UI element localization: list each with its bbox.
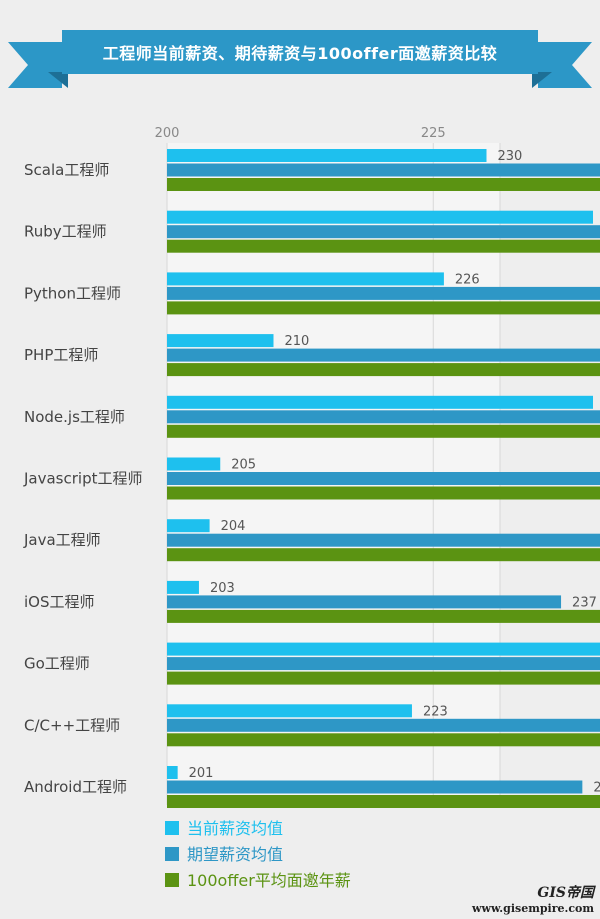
legend-item: 期望薪资均值 (165, 843, 351, 869)
bar (167, 410, 600, 424)
banner-fold-left (48, 72, 68, 88)
bar (167, 671, 600, 685)
bar (167, 348, 600, 362)
bar (167, 704, 412, 718)
bar (167, 766, 178, 779)
category-label: Javascript工程师 (23, 470, 142, 488)
watermark-logo: GIS帝国 (537, 885, 594, 901)
title-banner (8, 30, 592, 88)
legend-label: 当前薪资均值 (187, 819, 284, 838)
data-label: 226 (455, 272, 480, 287)
bar (167, 286, 600, 300)
banner-ribbon-left-tail (8, 42, 62, 88)
bar (167, 457, 221, 471)
bar (167, 272, 444, 286)
category-label: Java工程师 (23, 531, 101, 549)
bar (167, 642, 600, 656)
bar (167, 210, 593, 224)
legend-swatch (165, 846, 179, 861)
category-label: Python工程师 (24, 284, 121, 302)
banner-fold-right (532, 72, 552, 88)
data-label: 237 (572, 595, 597, 610)
bar (167, 657, 600, 671)
data-label: 205 (231, 458, 256, 473)
category-label: C/C++工程师 (24, 716, 120, 734)
legend-swatch (165, 820, 179, 835)
bar (167, 718, 600, 732)
data-label: 239 (593, 781, 600, 796)
x-tick-label: 225 (421, 126, 446, 141)
bar (167, 149, 487, 162)
x-tick-label: 200 (155, 126, 180, 141)
banner-main (62, 30, 538, 74)
bar (167, 334, 274, 348)
bar (167, 795, 600, 808)
x-axis-ticks: 200225250275300 (155, 126, 446, 141)
data-label: 204 (221, 519, 246, 534)
bar (167, 301, 600, 315)
legend-item: 当前薪资均值 (165, 817, 351, 843)
data-label: 230 (498, 149, 523, 164)
legend-item: 100offer平均面邀年薪 (165, 869, 351, 895)
data-label: 210 (285, 334, 310, 349)
data-label: 223 (423, 704, 448, 719)
watermark-url: www.gisempire.com (472, 902, 594, 915)
bar (167, 595, 562, 609)
banner-ribbon-right-tail (538, 42, 592, 88)
category-label: Node.js工程师 (24, 408, 125, 426)
bar (167, 519, 210, 533)
bar (167, 239, 600, 253)
bar-chart: 200225250275300 230290271240283294226275… (23, 126, 600, 808)
data-label: 201 (189, 766, 214, 781)
bar (167, 424, 600, 438)
bar (167, 363, 600, 377)
bar (167, 609, 600, 623)
bar (167, 395, 593, 409)
bar (167, 780, 583, 794)
category-label: iOS工程师 (24, 593, 95, 611)
bar (167, 533, 600, 547)
bar (167, 486, 600, 500)
bar (167, 733, 600, 747)
category-label: Go工程师 (24, 655, 90, 673)
data-label: 203 (210, 581, 235, 596)
bar (167, 178, 600, 191)
bar (167, 580, 199, 594)
category-label: PHP工程师 (24, 346, 98, 364)
bar (167, 548, 600, 562)
legend-label: 期望薪资均值 (187, 845, 284, 864)
bar (167, 472, 600, 485)
watermark: GIS帝国 www.gisempire.com (472, 882, 594, 915)
bars: 2302902712402832942262752952102562782402… (167, 149, 600, 808)
legend-swatch (165, 872, 179, 887)
category-labels: Scala工程师 Ruby工程师 Python工程师 PHP工程师 Node.js工程师… (23, 161, 142, 796)
category-label: Android工程师 (24, 778, 127, 796)
category-label: Ruby工程师 (24, 223, 107, 241)
chart-title: 工程师当前薪资、期待薪资与100offer面邀薪资比较 (102, 44, 498, 63)
bar (167, 225, 600, 239)
bar (167, 163, 600, 177)
category-label: Scala工程师 (24, 161, 109, 179)
legend-label: 100offer平均面邀年薪 (187, 871, 351, 890)
legend: 当前薪资均值 期望薪资均值 100offer平均面邀年薪 (165, 817, 351, 895)
